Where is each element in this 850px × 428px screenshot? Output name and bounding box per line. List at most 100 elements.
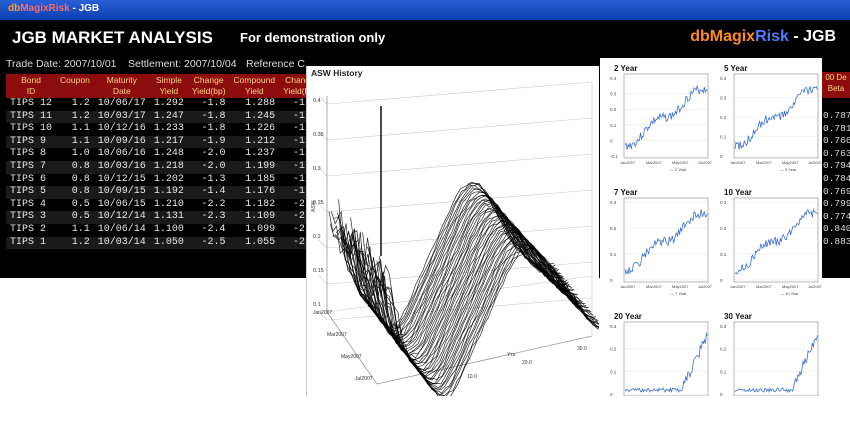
table-cell: 1.237 (229, 148, 280, 161)
logo-risk: Risk (755, 28, 789, 45)
table-cell: 1.050 (149, 236, 188, 250)
beta-value: 0.799 (823, 198, 850, 210)
column-header[interactable]: Change Yield(bp) (187, 74, 230, 98)
table-cell: 0.5 (56, 211, 94, 224)
y-tick-label: 0.2 (610, 226, 617, 231)
grid-line (318, 95, 328, 105)
asw-history-chart[interactable]: ASW History 0.4 0.35 0.3 0.25 0.2 0.15 0.1 ASW J… (306, 66, 599, 396)
surface-line (380, 247, 599, 396)
beta-value: 0.763 (823, 147, 850, 159)
date-tick-label: Jul2007 (355, 376, 373, 382)
y-tick-label: 0 (720, 392, 723, 396)
trade-date: Trade Date: 2007/10/01 (6, 58, 117, 70)
table-cell: 1.131 (149, 211, 188, 224)
y-tick-label: 0 (720, 278, 723, 283)
table-cell: -2.2 (187, 198, 230, 212)
table-cell: 10/03/14 (93, 236, 150, 250)
tenor-chart[interactable]: 20 Year 0.3 0.2 0.1 0 (608, 310, 712, 428)
table-cell: 1.182 (229, 198, 280, 212)
table-cell: -2.4 (187, 223, 230, 237)
y-tick-label: 0.3 (610, 324, 617, 329)
title-suffix: - JGB (69, 3, 100, 14)
table-cell: TIPS 10 (6, 123, 57, 136)
table-cell: 10/12/14 (93, 211, 150, 224)
surface-line (371, 235, 598, 385)
tenor-chart[interactable]: 10 Year 0.3 0.2 0.1 0 Jan2007 Mar2007 May2007 Ju… (718, 186, 822, 304)
beta-value: 0.766 (823, 135, 850, 147)
legend-label: — 7 Year (670, 291, 687, 296)
tenor-chart[interactable]: 7 Year 0.3 0.2 0.1 0 Jan2007 Mar2007 May2007 Jul… (608, 186, 712, 304)
legend-label: — 10 Year (780, 291, 799, 296)
tenor-line-plot: 0.3 0.2 0.1 0 (720, 321, 819, 396)
column-header[interactable]: Coupon (56, 74, 94, 98)
column-header[interactable]: Maturity Date (93, 74, 150, 98)
surface-line (367, 229, 593, 379)
table-cell: 10/12/16 (93, 123, 150, 136)
table-cell: 1.288 (229, 98, 280, 111)
y-tick-label: 0.1 (720, 135, 727, 140)
y-tick-label: 0.25 (313, 200, 324, 206)
x-tick-label: 30.0 (577, 346, 587, 352)
tenor-chart[interactable]: 30 Year 0.3 0.2 0.1 0 (718, 310, 822, 428)
table-row[interactable]: TIPS 60.810/12/151.202-1.31.185-1.397.00 (6, 173, 359, 187)
surface-line (363, 224, 589, 374)
x-tick-label: Jan2007 (620, 160, 636, 165)
beta-value: 0.769 (823, 185, 850, 197)
table-cell: TIPS 6 (6, 173, 57, 187)
x-tick-label: Mar2007 (646, 284, 663, 289)
table-cell: 1.245 (229, 110, 280, 124)
table-cell: TIPS 12 (6, 98, 57, 111)
table-cell: 10/03/16 (93, 160, 150, 174)
x-tick-label: Mar2007 (756, 284, 773, 289)
table-row[interactable]: TIPS 121.210/06/171.292-1.81.288-1.699.2… (6, 98, 359, 111)
title-db: db (8, 3, 21, 14)
table-cell: 1.055 (229, 236, 280, 250)
tenor-chart[interactable]: 5 Year 0.4 0.3 0.2 0.1 0 Jan2007 Mar2007 May2007… (718, 62, 822, 180)
table-cell: 0.8 (56, 173, 94, 187)
y-tick-label: 0.2 (720, 347, 727, 352)
table-cell: 1.109 (229, 211, 280, 224)
series-line (624, 332, 708, 393)
y-tick-label: 0.1 (720, 369, 727, 374)
table-cell: 1.2 (56, 236, 94, 250)
grid-line (318, 311, 328, 321)
table-cell: TIPS 9 (6, 135, 57, 149)
series-line (734, 335, 818, 393)
table-cell: 1.185 (229, 173, 280, 187)
table-cell: -1.8 (187, 110, 230, 124)
x-tick-label: Jan2007 (730, 160, 746, 165)
beta-column: 00 De Beta 0.787 0.781 0.766 0.763 0.794 0.78… (822, 72, 850, 278)
page-title: JGB MARKET ANALYSIS (12, 28, 213, 47)
y-tick-label: 0.3 (610, 92, 617, 97)
column-header[interactable]: Simple Yield (149, 74, 188, 98)
x-tick-label: Mar2007 (646, 160, 663, 165)
grid-line (318, 131, 328, 141)
legend-label: — 5 Year (780, 167, 797, 172)
plot-frame (623, 73, 709, 159)
column-header[interactable]: Bond ID (6, 74, 57, 98)
bond-table: Bond ID Coupon Maturity Date Simple Yield Chan… (6, 74, 359, 250)
table-cell: 10/06/16 (93, 148, 150, 161)
x-tick-label: Jul2007 (698, 284, 712, 289)
table-cell: TIPS 3 (6, 211, 57, 224)
tenor-chart-title: 7 Year (614, 188, 638, 197)
y-tick-label: 0.4 (720, 76, 727, 81)
y-tick-label: 0.3 (720, 96, 727, 101)
table-row[interactable]: TIPS 91.110/09/161.217-1.91.212-1.899.05 (6, 135, 359, 149)
table-cell: 1.292 (149, 98, 188, 111)
table-cell: TIPS 5 (6, 186, 57, 199)
table-row[interactable]: TIPS 11.210/03/141.050-2.51.055-2.4100.9 (6, 236, 359, 250)
table-cell: 1.1 (56, 123, 94, 136)
grid-line (326, 189, 593, 213)
table-cell: 10/09/16 (93, 135, 150, 149)
tenor-chart[interactable]: 2 Year 0.4 0.3 0.2 0.1 0 -0.1 Jan2007 Mar2007 May… (608, 62, 712, 180)
plot-frame (733, 197, 819, 283)
table-cell: -1.8 (187, 98, 230, 111)
column-header[interactable]: Compound Yield (229, 74, 280, 98)
x-tick-label: May2007 (782, 284, 799, 289)
table-cell: 0.5 (56, 198, 94, 212)
date-tick-label: May2007 (341, 354, 362, 360)
table-row[interactable]: TIPS 50.810/09/151.192-1.41.176-1.397.15 (6, 186, 359, 199)
series-line (734, 208, 818, 275)
table-cell: 10/06/15 (93, 198, 150, 212)
